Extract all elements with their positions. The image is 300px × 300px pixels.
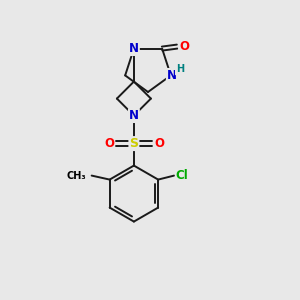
Text: S: S — [129, 137, 138, 150]
Text: N: N — [167, 69, 177, 82]
Text: O: O — [179, 40, 189, 53]
Text: O: O — [104, 137, 114, 150]
Text: CH₃: CH₃ — [66, 171, 86, 181]
Text: H: H — [176, 64, 184, 74]
Text: N: N — [129, 42, 139, 55]
Text: N: N — [129, 109, 139, 122]
Text: Cl: Cl — [176, 169, 188, 182]
Text: O: O — [154, 137, 164, 150]
